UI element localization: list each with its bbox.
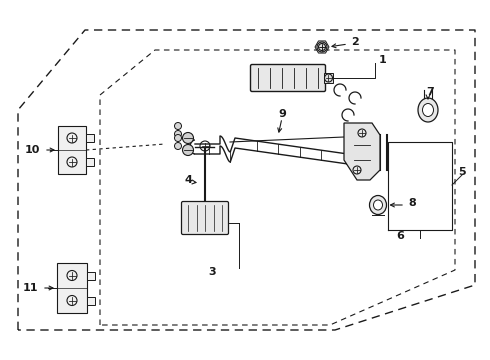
Circle shape xyxy=(174,122,181,130)
Text: 3: 3 xyxy=(208,267,216,277)
FancyBboxPatch shape xyxy=(181,202,228,234)
Text: 8: 8 xyxy=(408,198,416,208)
Text: 10: 10 xyxy=(24,145,40,155)
Text: 7: 7 xyxy=(426,87,434,97)
Circle shape xyxy=(174,131,181,138)
Text: 11: 11 xyxy=(22,283,38,293)
Bar xyxy=(86,158,94,166)
Text: 2: 2 xyxy=(351,37,359,47)
Text: 5: 5 xyxy=(458,167,466,177)
Polygon shape xyxy=(315,41,329,53)
Ellipse shape xyxy=(369,195,387,215)
Bar xyxy=(58,126,86,174)
Circle shape xyxy=(174,135,181,141)
FancyBboxPatch shape xyxy=(250,64,325,91)
Ellipse shape xyxy=(373,200,383,210)
Polygon shape xyxy=(344,123,380,180)
Bar xyxy=(86,134,94,142)
Bar xyxy=(87,271,95,279)
Bar xyxy=(57,263,87,313)
Circle shape xyxy=(182,132,194,144)
Text: 6: 6 xyxy=(396,231,404,241)
Ellipse shape xyxy=(422,104,434,117)
Circle shape xyxy=(174,143,181,149)
Text: 9: 9 xyxy=(278,109,286,119)
Text: 4: 4 xyxy=(184,175,192,185)
Bar xyxy=(87,297,95,305)
Text: 1: 1 xyxy=(379,55,387,65)
Circle shape xyxy=(182,144,194,156)
Ellipse shape xyxy=(418,98,438,122)
Bar xyxy=(324,73,333,83)
